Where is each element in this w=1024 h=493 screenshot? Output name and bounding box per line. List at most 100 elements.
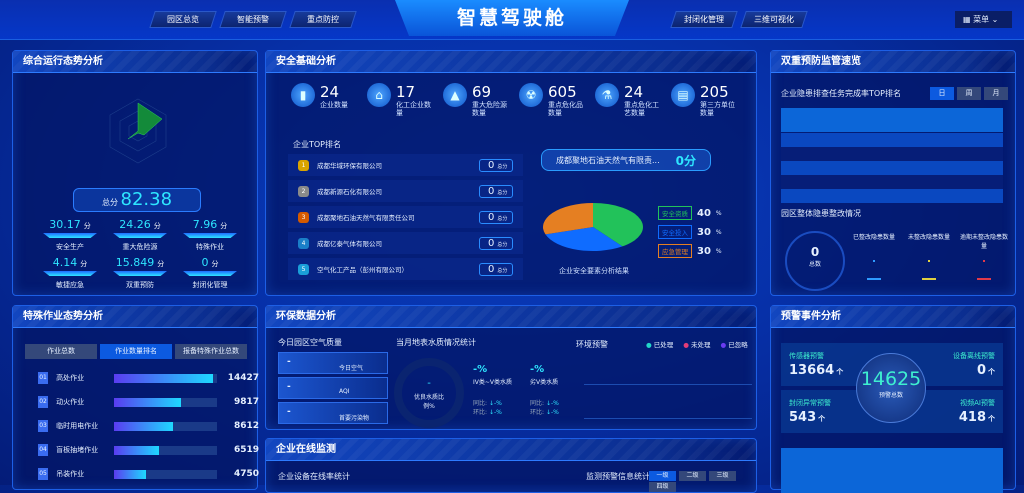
table-row[interactable] xyxy=(781,161,1003,175)
work-value: 14427 xyxy=(227,373,259,383)
subscore-item: 7.96 分特殊作业 xyxy=(175,218,245,252)
chevron-down-icon: ⌄ xyxy=(991,15,999,24)
ranking-row[interactable]: 5 空气化工产品（彭州有限公司） 0 总分 xyxy=(288,258,523,280)
rank-badge: 1 xyxy=(298,159,309,171)
table-row[interactable] xyxy=(781,189,1003,203)
bar-track xyxy=(113,373,218,383)
ranking-row[interactable]: 2 成都新源石化有限公司 0 总分 xyxy=(288,180,523,202)
work-label: 动火作业 xyxy=(56,398,85,406)
pie-legend-item: 应急管理 30% xyxy=(658,244,722,258)
highlight-score: 0分 xyxy=(675,153,696,168)
special-bar-row: 02 动火作业 9817 xyxy=(13,390,259,414)
water-label: 劣V类水质 xyxy=(530,379,559,386)
level-tab[interactable]: 二级 xyxy=(679,471,706,481)
stat-label: 重大危险源数量 xyxy=(472,101,507,117)
rect-stat-dot xyxy=(873,260,875,262)
work-label: 临时用电作业 xyxy=(56,422,99,430)
air-label: 首要污染物 xyxy=(339,415,370,422)
special-tab[interactable]: 报备特殊作业总数 xyxy=(175,344,247,359)
nav-3d-view[interactable]: 三维可视化 xyxy=(740,11,808,28)
subscore-base xyxy=(43,233,97,238)
special-bar-row: 03 临时用电作业 8612 xyxy=(13,414,259,438)
water-label: IV类~V类水质 xyxy=(473,379,513,386)
total-score: 总分 82.38 xyxy=(73,188,201,212)
warning-value: 418 xyxy=(958,410,986,425)
score-unit: 总分 xyxy=(497,267,508,274)
legend-label: 安全投入 xyxy=(658,225,692,239)
rect-stat-dot xyxy=(983,260,985,262)
bar-track xyxy=(113,397,218,407)
level-tab[interactable]: 三级 xyxy=(709,471,736,481)
air-label: 今日空气 xyxy=(339,365,364,372)
nav-smart-warning[interactable]: 智能预警 xyxy=(219,11,287,28)
menu-button[interactable]: ▦ 菜单 ⌄ xyxy=(955,11,1012,28)
period-tab[interactable]: 周 xyxy=(957,87,981,100)
unit: 分 xyxy=(157,260,165,268)
special-tab[interactable]: 作业总数 xyxy=(25,344,97,359)
ranking-row[interactable]: 4 成都亿泰气体有限公司 0 总分 xyxy=(288,232,523,254)
nav-park-overview[interactable]: 园区总览 xyxy=(149,11,217,28)
ranking-row[interactable]: 3 成都聚地石油天然气有限责任公司 0 总分 xyxy=(288,206,523,228)
table-row[interactable] xyxy=(781,175,1003,189)
total-label: 总数 xyxy=(808,261,821,268)
company-score: 0 总分 xyxy=(479,262,513,276)
special-tab[interactable]: 作业数量排名 xyxy=(100,344,172,359)
period-tab[interactable]: 月 xyxy=(984,87,1008,100)
pie-legend-item: 安全投入 30% xyxy=(658,225,722,239)
panel-title: 特殊作业态势分析 xyxy=(13,306,257,328)
bar-track xyxy=(113,421,218,431)
legend-label: 已处理 xyxy=(653,341,674,349)
rank-badge: 2 xyxy=(298,185,309,197)
company-score: 0 总分 xyxy=(479,184,513,198)
warning-unit: 个 xyxy=(836,368,844,376)
rect-stat-label: 已整改隐患数量 xyxy=(852,234,895,241)
subscore-label: 重大危险源 xyxy=(122,243,158,251)
subscore-label: 双重预防 xyxy=(126,281,154,289)
safety-panel: 安全基础分析 ▮ 24 企业数量 ⌂ 17 化工企业数量 ▲ 69 重大危险源数量 ☢ 605 重点危… xyxy=(265,50,757,296)
rank-badge: 3 xyxy=(298,211,309,223)
gauge-label: 优良水质比例% xyxy=(414,394,445,410)
warning-total-label: 预警总数 xyxy=(878,392,903,399)
subscore-item: 30.17 分安全生产 xyxy=(35,218,105,252)
stat-value: 69 xyxy=(472,83,492,101)
bar-fill xyxy=(113,373,214,383)
legend-item: ● 未处理 xyxy=(683,339,710,349)
panel-title: 环保数据分析 xyxy=(266,306,756,328)
warning-value: 13664 xyxy=(789,363,835,378)
company-name: 成都聚地石油天然气有限责任公司 xyxy=(317,214,415,222)
rank-number: 04 xyxy=(38,444,49,456)
score-value: 0 xyxy=(488,185,495,197)
unit: 分 xyxy=(211,260,219,268)
legend-value: 40 xyxy=(697,207,711,219)
work-label: 高处作业 xyxy=(56,374,85,382)
score-value: 0 xyxy=(488,263,495,275)
ranking-row[interactable]: 1 成都华域环保有限公司 0 总分 xyxy=(288,154,523,176)
subscore-base xyxy=(183,233,237,238)
special-bar-row: 01 高处作业 14427 xyxy=(13,366,259,390)
subscore-label: 封闭化管理 xyxy=(192,281,228,289)
stat-label: 化工企业数量 xyxy=(396,101,431,117)
legend-label: 未处理 xyxy=(691,341,711,349)
bar-fill xyxy=(113,421,174,431)
table-row[interactable] xyxy=(781,133,1003,147)
panel-title: 企业在线监测 xyxy=(266,439,756,461)
rect-stat: 逾期未整改隐患数量 xyxy=(959,232,1009,280)
subscore-value: 15.849 xyxy=(115,256,155,269)
yoy-value: ↓-% xyxy=(488,400,502,407)
level-tab[interactable]: 四级 xyxy=(649,482,676,492)
period-tab[interactable]: 日 xyxy=(930,87,954,100)
level-tab[interactable]: 一级 xyxy=(649,471,676,481)
nav-key-prevention[interactable]: 重点防控 xyxy=(289,11,357,28)
table-row[interactable] xyxy=(781,147,1003,161)
nav-label: 智能预警 xyxy=(237,15,269,24)
nav-closed-management[interactable]: 封闭化管理 xyxy=(670,11,738,28)
stat-card: ▮ 24 企业数量 xyxy=(291,83,367,117)
score-unit: 总分 xyxy=(497,215,508,222)
unit: 分 xyxy=(83,222,91,230)
stat-card: ⌂ 17 化工企业数量 xyxy=(367,83,443,117)
air-label: AQI xyxy=(339,388,350,395)
top-ranking-title: 企业TOP排名 xyxy=(293,140,342,149)
nav-label: 封闭化管理 xyxy=(684,15,724,24)
subscore-label: 安全生产 xyxy=(56,243,84,251)
factory-icon: ⌂ xyxy=(367,83,391,107)
